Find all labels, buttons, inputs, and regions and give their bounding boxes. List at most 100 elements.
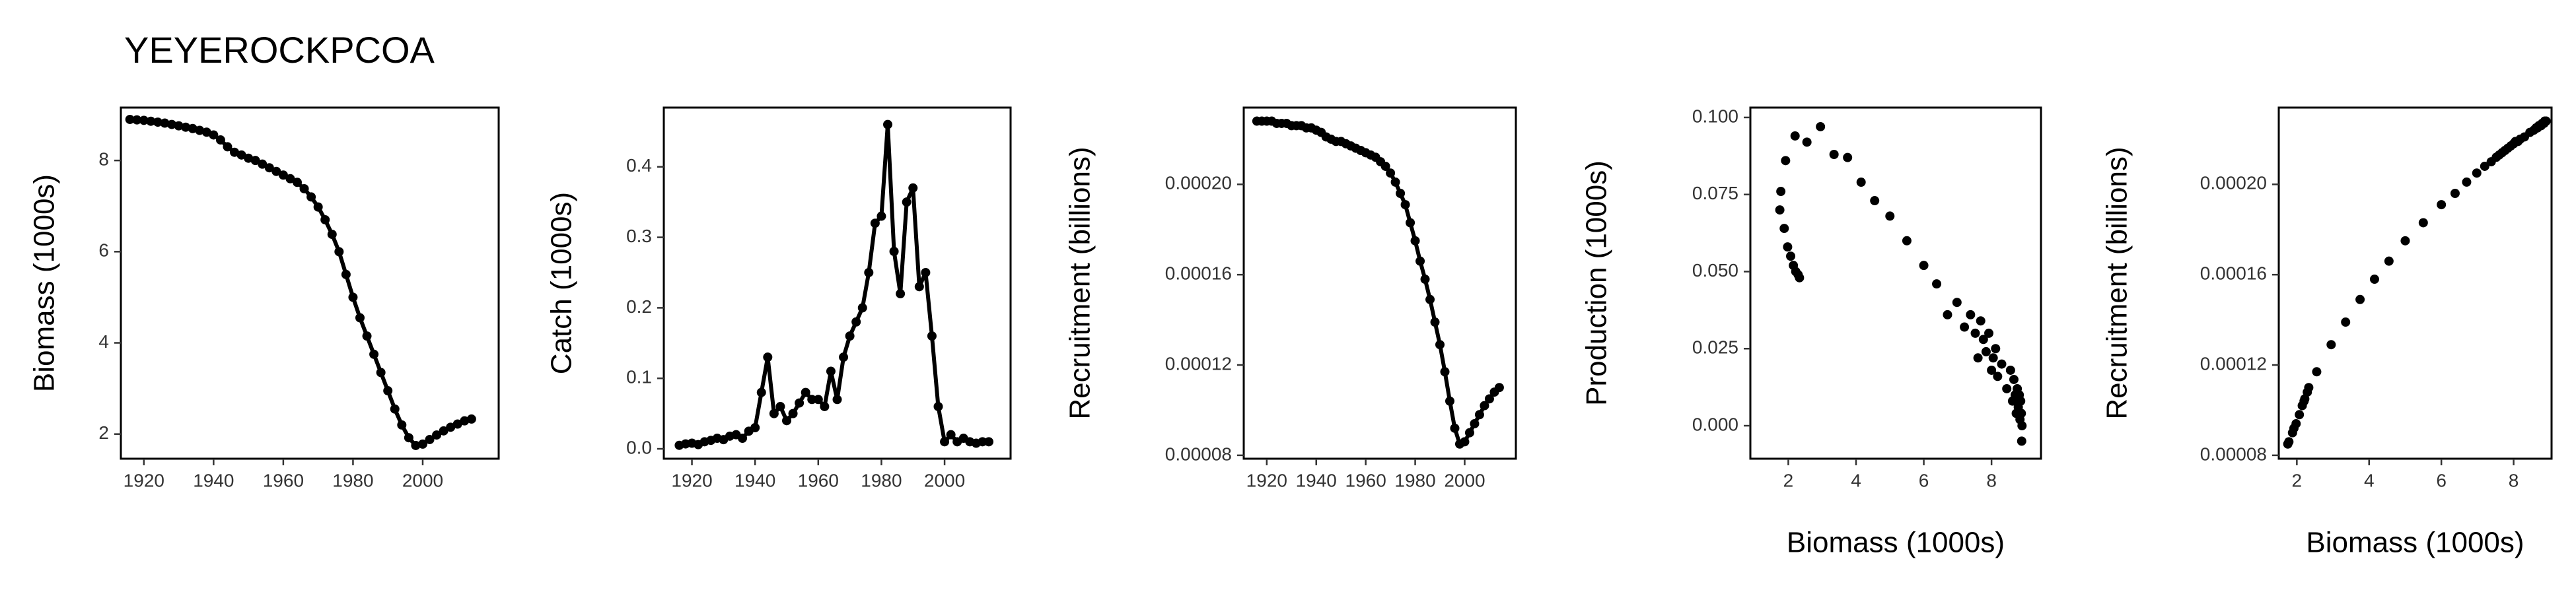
x-tick-label: 1980 <box>332 470 373 490</box>
x-tick-label: 1960 <box>263 470 304 490</box>
point <box>1435 340 1445 350</box>
point <box>2002 383 2012 393</box>
x-tick-label: 1960 <box>798 470 839 490</box>
x-tick-label: 2000 <box>402 470 443 490</box>
point <box>2486 157 2496 167</box>
point <box>188 123 197 133</box>
plot-frame <box>662 106 1012 460</box>
point <box>1779 224 1789 234</box>
point <box>1870 196 1880 206</box>
point <box>362 331 372 341</box>
point <box>1932 279 1942 289</box>
x-tick-label: 1960 <box>1345 470 1386 490</box>
point <box>883 119 893 129</box>
point <box>902 197 912 207</box>
point <box>1960 322 1970 332</box>
point <box>1997 359 2007 369</box>
point <box>1790 131 1800 141</box>
point <box>167 119 177 129</box>
point <box>763 352 773 362</box>
point <box>775 401 785 411</box>
point <box>293 178 303 187</box>
y-tick-label: 0.000 <box>1692 414 1738 434</box>
point <box>348 292 358 302</box>
point <box>1380 161 1390 171</box>
y-tick-label: 0.1 <box>626 367 652 387</box>
point <box>153 117 162 127</box>
point <box>404 433 413 443</box>
point <box>1400 200 1410 210</box>
x-tick-label: 1920 <box>1246 470 1287 490</box>
x-tick-label: 2000 <box>924 470 965 490</box>
point <box>258 159 268 169</box>
point <box>369 349 379 359</box>
point <box>125 114 135 124</box>
point <box>1781 156 1791 166</box>
point <box>383 386 393 396</box>
point <box>1474 410 1484 420</box>
x-tick-label: 6 <box>1919 470 1929 490</box>
point <box>2009 374 2019 384</box>
point <box>439 426 448 436</box>
point <box>2450 189 2460 199</box>
point <box>236 150 246 160</box>
point <box>320 214 330 224</box>
y-tick-label: 0.025 <box>1692 337 1738 358</box>
y-tick-label: 0.3 <box>626 226 652 246</box>
point <box>244 153 254 163</box>
point <box>1396 189 1406 199</box>
point <box>921 267 931 277</box>
point <box>146 116 156 126</box>
point <box>215 135 225 145</box>
point <box>376 368 386 378</box>
point <box>801 387 810 397</box>
point <box>1420 275 1430 284</box>
plot-frame <box>2277 106 2553 460</box>
y-tick-label: 0.00012 <box>2200 353 2267 374</box>
x-tick-label: 2 <box>2292 470 2303 490</box>
y-tick-label: 0.2 <box>626 296 652 317</box>
point <box>1993 372 2003 381</box>
point <box>1981 346 1991 356</box>
point <box>795 398 805 408</box>
point <box>1829 149 1839 159</box>
point <box>870 218 880 228</box>
point <box>446 422 456 432</box>
point <box>432 430 442 440</box>
point <box>756 387 766 397</box>
point <box>390 404 400 414</box>
point <box>1973 353 1983 363</box>
point <box>2369 275 2379 284</box>
point <box>223 142 233 152</box>
point <box>1410 236 1420 246</box>
y-tick-label: 0.100 <box>1692 106 1738 126</box>
point <box>896 289 906 299</box>
point <box>264 163 274 173</box>
point <box>1415 256 1425 266</box>
y-tick-label: 0.00016 <box>2200 263 2267 284</box>
point <box>2480 161 2489 171</box>
point <box>2472 168 2482 178</box>
title-clip: YEYEROCKPCOA <box>124 29 435 71</box>
point <box>1987 365 1997 375</box>
x-tick-label: 4 <box>2364 470 2375 490</box>
y-tick-label: 0.00020 <box>1165 173 1232 193</box>
point <box>788 409 798 418</box>
point <box>933 401 943 411</box>
x-tick-label: 6 <box>2436 470 2447 490</box>
point <box>209 130 219 140</box>
point <box>839 352 849 362</box>
point <box>2295 410 2305 420</box>
point <box>1406 218 1415 228</box>
point <box>1450 423 1460 433</box>
point <box>1775 205 1785 215</box>
point <box>820 401 830 411</box>
x-axis-title: Biomass (1000s) <box>1787 527 2005 559</box>
y-tick-label: 0.00012 <box>1165 353 1232 374</box>
point <box>452 419 462 429</box>
y-axis-title: Catch (1000s) <box>546 192 578 374</box>
x-tick-label: 8 <box>2509 470 2519 490</box>
point <box>1952 298 1962 308</box>
point <box>1919 261 1929 271</box>
